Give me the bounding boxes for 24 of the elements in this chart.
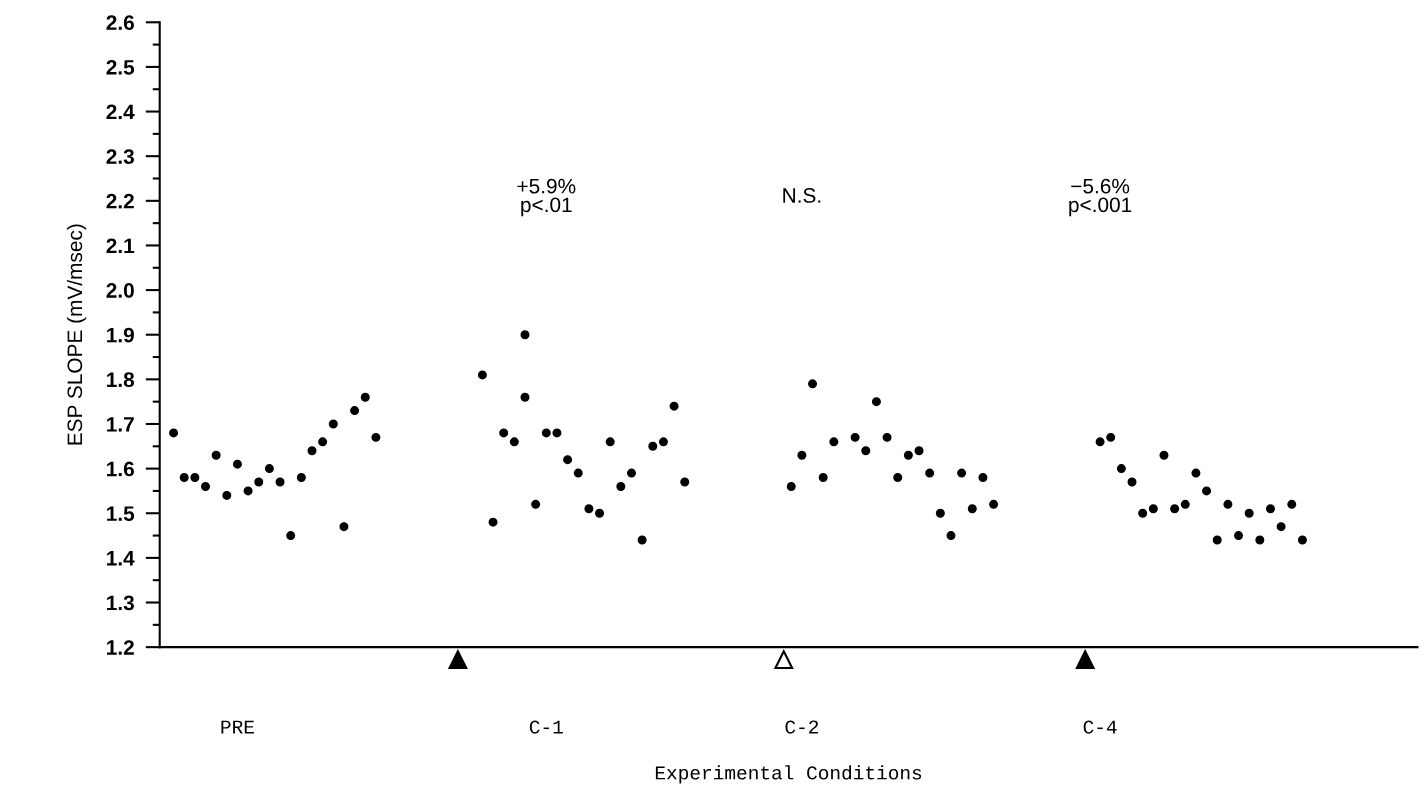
- y-tick-label: 1.5: [107, 506, 135, 521]
- y-axis-title: ESP SLOPE (mV/msec): [66, 224, 87, 445]
- x-tick-label: PRE: [221, 720, 254, 734]
- y-tick-label: 1.7: [107, 417, 134, 432]
- y-tick-label: 2.0: [106, 283, 134, 298]
- x-tick-label: C-1: [529, 720, 563, 734]
- y-tick-label: 2.6: [106, 15, 134, 31]
- y-tick-label: 2.3: [106, 149, 134, 164]
- y-tick-label: 2.2: [106, 193, 134, 209]
- y-tick-label: 2.1: [106, 238, 135, 253]
- x-axis-title: Experimental Conditions: [655, 765, 922, 784]
- y-tick-label: 2.4: [106, 104, 135, 120]
- y-tick-label: 1.4: [107, 551, 135, 566]
- y-tick-label: 1.8: [107, 372, 135, 388]
- y-tick-label: 1.6: [107, 461, 134, 477]
- annotation: +5.9% p<.01: [517, 178, 576, 217]
- y-tick-label: 1.9: [107, 327, 134, 343]
- y-tick-label: 2.5: [106, 59, 135, 75]
- x-tick-label: C-2: [785, 720, 819, 734]
- y-tick-label: 1.3: [107, 595, 134, 611]
- annotation: −5.6% p<.001: [1069, 178, 1132, 217]
- y-tick-label: 1.2: [107, 640, 134, 655]
- annotation: N.S.: [783, 188, 821, 203]
- x-tick-label: C-4: [1083, 720, 1117, 734]
